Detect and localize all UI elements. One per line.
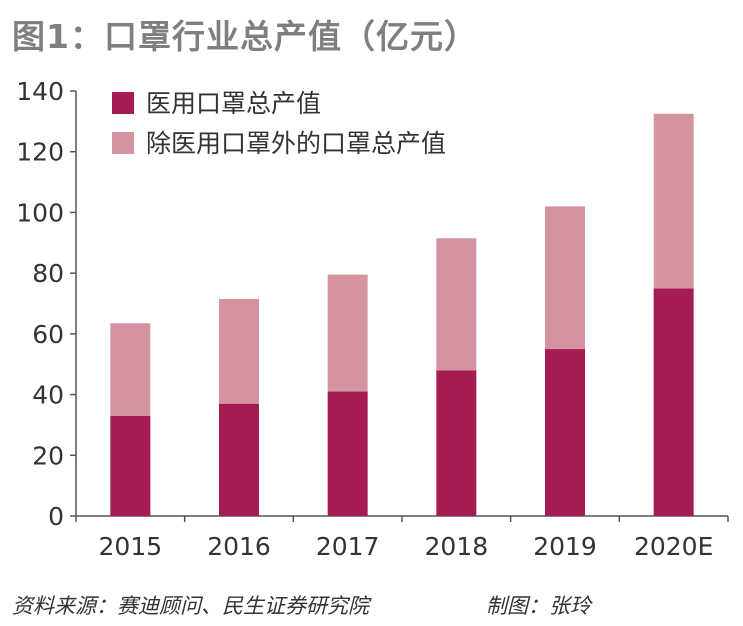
y-tick-label: 40 bbox=[32, 381, 64, 410]
y-tick-label: 80 bbox=[32, 259, 64, 288]
x-tick-label: 2018 bbox=[425, 532, 489, 561]
bar-segment-non-medical bbox=[327, 274, 368, 392]
y-tick-label: 20 bbox=[32, 441, 64, 470]
legend-label: 医用口罩总产值 bbox=[146, 89, 321, 118]
x-tick-label: 2017 bbox=[316, 532, 380, 561]
chart-title: 图1：口罩行业总产值（亿元） bbox=[12, 17, 478, 56]
y-tick-label: 100 bbox=[16, 198, 64, 227]
chart-axes: 0 20 40 60 80 100 120 140 2015 2016 2017 2018 2019 20… bbox=[16, 77, 729, 561]
x-tick-label: 2015 bbox=[99, 532, 163, 561]
bar-segment-non-medical bbox=[545, 206, 585, 350]
bar-segment-medical bbox=[327, 391, 368, 516]
bar-segment-non-medical bbox=[436, 238, 477, 371]
y-tick-label: 60 bbox=[32, 320, 64, 349]
x-tick-label: 2020E bbox=[634, 532, 713, 561]
bar-segment-medical bbox=[545, 349, 585, 516]
source-note: 资料来源：赛迪顾问、民生证券研究院 bbox=[12, 594, 369, 618]
x-tick-label: 2016 bbox=[207, 532, 271, 561]
bar-segment-non-medical bbox=[653, 113, 694, 289]
y-tick-label: 120 bbox=[16, 138, 64, 167]
bar-segment-medical bbox=[436, 370, 477, 516]
bar-segment-medical bbox=[110, 415, 151, 516]
credit-note: 制图：张玲 bbox=[486, 594, 591, 618]
y-tick-label: 0 bbox=[48, 502, 64, 531]
bar-segment-medical bbox=[653, 288, 694, 516]
legend-swatch bbox=[112, 132, 134, 154]
y-tick-label: 140 bbox=[16, 77, 64, 106]
bar-segment-medical bbox=[219, 403, 259, 516]
legend-label: 除医用口罩外的口罩总产值 bbox=[146, 129, 446, 158]
chart-bars bbox=[110, 113, 694, 516]
legend-swatch bbox=[112, 92, 134, 114]
bar-segment-non-medical bbox=[110, 323, 151, 416]
x-tick-label: 2019 bbox=[533, 532, 597, 561]
bar-segment-non-medical bbox=[219, 298, 259, 404]
